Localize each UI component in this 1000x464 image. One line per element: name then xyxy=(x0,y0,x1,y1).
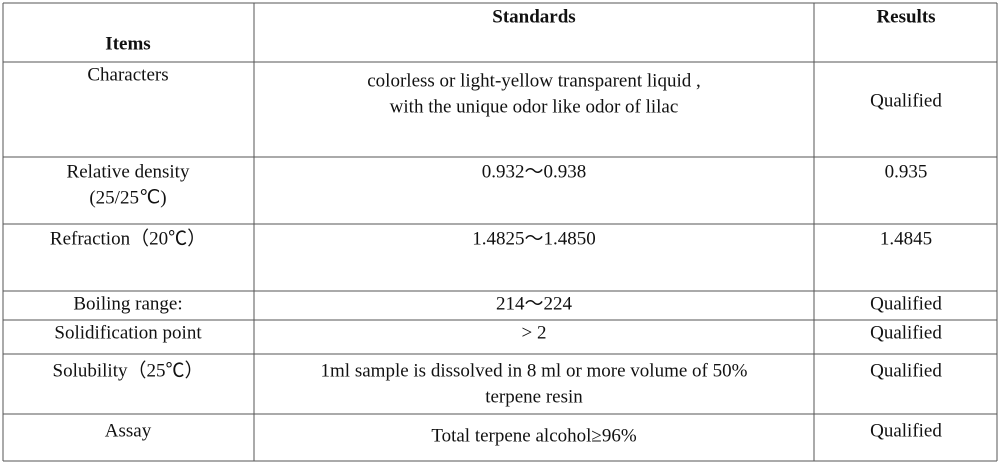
cell-text: Total terpene alcohol≥96% xyxy=(431,425,637,446)
cell-text: 214～224 xyxy=(496,293,573,314)
cell-text: Qualified xyxy=(870,360,942,381)
header-cell: Items xyxy=(105,33,150,54)
cell-text: terpene resin xyxy=(485,386,583,407)
cell-text: Qualified xyxy=(870,420,942,441)
cell-text: Boiling range: xyxy=(73,293,182,314)
cell-text: colorless or light-yellow transparent li… xyxy=(367,70,700,91)
cell-text: 1ml sample is dissolved in 8 ml or more … xyxy=(321,360,748,381)
cell-text: 0.932～0.938 xyxy=(482,161,587,182)
header-cell: Results xyxy=(876,6,935,27)
cell-text: Solubility（25℃） xyxy=(53,359,204,381)
cell-text: with the unique odor like odor of lilac xyxy=(390,96,679,117)
cell-text: > 2 xyxy=(522,322,547,343)
cell-text: 1.4825～1.4850 xyxy=(472,228,596,249)
cell-text: Solidification point xyxy=(54,322,202,343)
cell-text: (25/25℃) xyxy=(89,187,166,208)
cell-text: Assay xyxy=(105,420,152,441)
header-cell: Standards xyxy=(492,6,575,27)
cell-text: Qualified xyxy=(870,293,942,314)
cell-text: Refraction（20℃） xyxy=(50,227,206,249)
cell-text: Qualified xyxy=(870,322,942,343)
cell-text: Characters xyxy=(87,64,168,85)
cell-text: 0.935 xyxy=(885,161,928,182)
cell-text: Relative density xyxy=(67,161,190,182)
cell-text: Qualified xyxy=(870,90,942,111)
cell-text: 1.4845 xyxy=(880,228,932,249)
